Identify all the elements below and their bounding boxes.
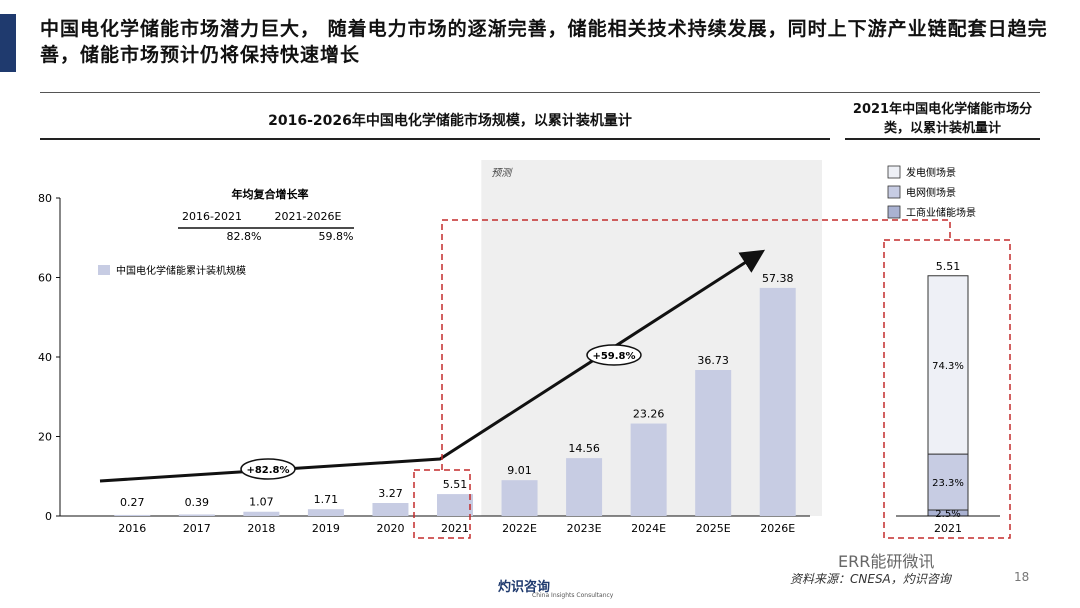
bar: [630, 423, 667, 516]
bar-value-label: 3.27: [378, 487, 403, 500]
cagr-badge-2: [586, 344, 642, 366]
y-tick-label: 80: [38, 192, 52, 205]
bar: [501, 480, 538, 516]
side-legend-label: 工商业储能场景: [906, 206, 976, 219]
highlight-side-box: [883, 239, 1011, 539]
bar-value-label: 5.51: [443, 478, 468, 491]
cagr-header-1: 2016-2021: [182, 210, 242, 223]
legend-label: 中国电化学储能累计装机规模: [116, 264, 246, 277]
bar-value-labels: 0.27 0.39 1.07 1.71 3.27 5.51 9.01 14.56 23.26 36…: [120, 272, 793, 509]
side-legend-swatch: [887, 165, 901, 179]
bar: [243, 511, 280, 516]
bar-value-label: 0.39: [185, 496, 210, 509]
y-tick-label: 40: [38, 351, 52, 364]
footer-logo: 灼识咨询: [498, 580, 551, 595]
x-tick-label: 2017: [183, 522, 211, 535]
cagr-header-2: 2021-2026E: [275, 210, 342, 223]
forecast-label: 预测: [491, 167, 513, 179]
y-tick-label: 60: [38, 272, 52, 285]
page-number: 18: [1014, 570, 1030, 584]
bar-value-label: 57.38: [762, 272, 794, 285]
growth-arrow: [99, 249, 766, 483]
legend-swatch: [98, 265, 110, 275]
bar: [566, 458, 603, 516]
cagr-badge-1: [240, 458, 296, 480]
bar: [372, 503, 409, 516]
x-tick-label: 2018: [247, 522, 275, 535]
bar: [178, 514, 215, 516]
x-tick-label: 2021: [441, 522, 469, 535]
bar-value-label: 9.01: [507, 464, 532, 477]
side-legend-label: 电网侧场景: [906, 186, 956, 199]
bar: [437, 494, 473, 516]
highlight-connector: [441, 219, 951, 470]
stack-segment: [927, 275, 969, 455]
x-tick-label: 2016: [118, 522, 146, 535]
side-x-tick-label: 2021: [934, 522, 962, 535]
side-legend-swatch: [887, 185, 901, 199]
accent-bar: [0, 14, 16, 72]
page-headline: 中国电化学储能市场潜力巨大， 随着电力市场的逐渐完善，储能相关技术持续发展，同时…: [40, 18, 1048, 66]
cagr-title: 年均复合增长率: [232, 187, 309, 201]
highlight-2021-box: [413, 469, 471, 539]
main-chart-title: 2016-2026年中国电化学储能市场规模，以累计装机量计: [268, 113, 632, 129]
x-tick-label: 2023E: [567, 522, 602, 535]
cagr-value-2: 59.8%: [319, 230, 354, 243]
stack-segment-label: 23.3%: [932, 478, 964, 489]
footer-logo-subtext: China Insights Consultancy: [532, 592, 614, 599]
bar-series: [114, 287, 796, 516]
source-note: 资料来源：CNESA，灼识咨询: [790, 572, 951, 586]
side-legend-swatch: [887, 205, 901, 219]
side-legend-label: 发电侧场景: [906, 166, 956, 179]
cagr-value-1: 82.8%: [227, 230, 262, 243]
side-stacked-bar: 2.5% 23.3% 74.3% 5.51 2021: [927, 260, 969, 535]
y-tick-label: 0: [45, 510, 52, 523]
bar: [759, 287, 796, 516]
side-chart-title: 2021年中国电化学储能市场分类，以累计装机量计: [852, 102, 1033, 136]
bar: [114, 514, 151, 516]
bar-value-label: 0.27: [120, 496, 145, 509]
x-tick-label: 2025E: [696, 522, 731, 535]
bar: [307, 509, 344, 516]
x-axis-labels: 2016 2017 2018 2019 2020 2021 2022E 2023E 2024E 2…: [118, 522, 795, 535]
x-tick-label: 2022E: [502, 522, 537, 535]
header-rule: [40, 92, 1040, 93]
cagr-badge-1-text: +82.8%: [246, 465, 289, 476]
main-chart-title-underline: [40, 138, 830, 140]
stack-total-label: 5.51: [936, 260, 961, 273]
side-chart-title-underline: [845, 138, 1040, 140]
bar-value-label: 14.56: [568, 442, 600, 455]
y-tick-label: 20: [38, 431, 52, 444]
stack-segment: [927, 453, 969, 511]
bar-value-label: 1.07: [249, 496, 274, 509]
x-tick-label: 2020: [376, 522, 404, 535]
stack-segment-label: 2.5%: [935, 509, 960, 520]
wechat-watermark: ERR能研微讯: [838, 552, 935, 571]
stack-segment-label: 74.3%: [932, 361, 964, 372]
x-tick-label: 2026E: [760, 522, 795, 535]
bar-value-label: 23.26: [633, 408, 665, 421]
bar-value-label: 36.73: [697, 354, 729, 367]
bar-value-label: 1.71: [314, 493, 339, 506]
x-tick-label: 2024E: [631, 522, 666, 535]
cagr-badge-2-text: +59.8%: [592, 351, 635, 362]
bar: [695, 369, 732, 516]
x-tick-label: 2019: [312, 522, 340, 535]
